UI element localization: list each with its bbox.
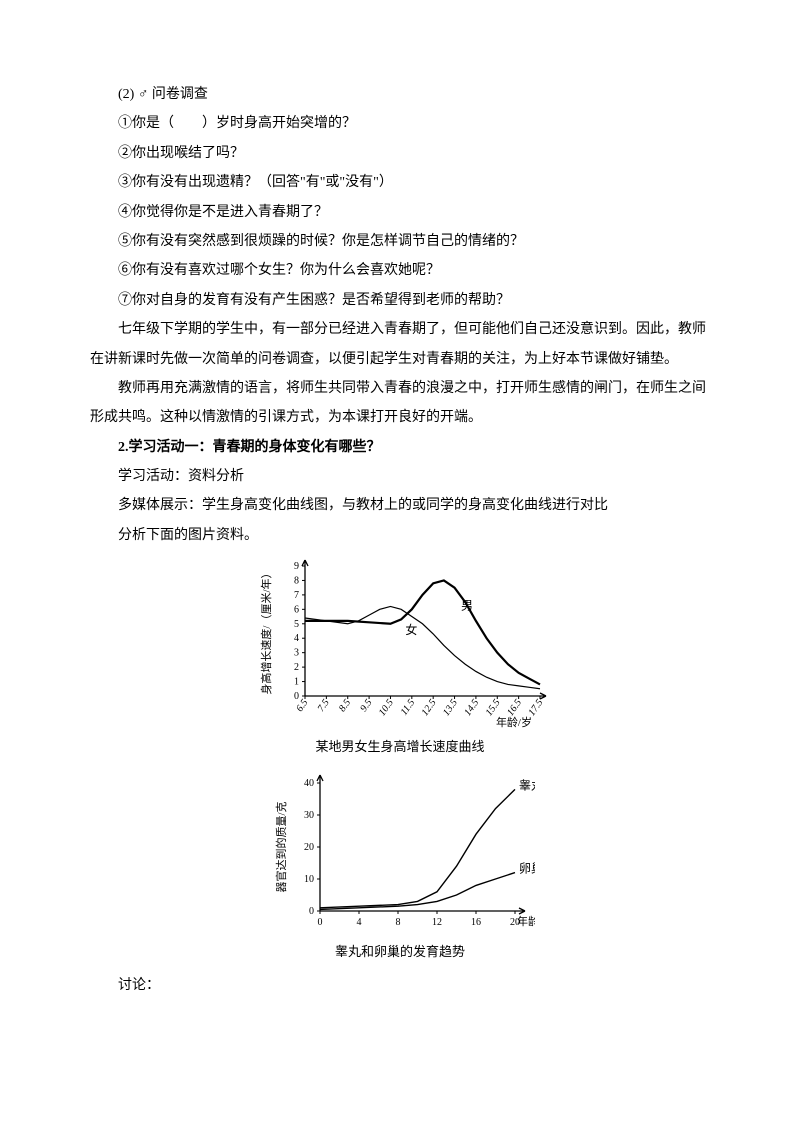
svg-text:器官达到的质量/克: 器官达到的质量/克	[274, 801, 288, 892]
body-p3: 学习活动：资料分析	[90, 462, 710, 491]
svg-text:12.5: 12.5	[420, 698, 439, 719]
svg-text:9.5: 9.5	[358, 698, 374, 715]
svg-text:11.5: 11.5	[399, 698, 418, 718]
svg-text:16.5: 16.5	[505, 698, 524, 719]
figures-container: 01234567896.57.58.59.510.511.512.513.514…	[90, 556, 710, 965]
body-p1: 七年级下学期的学生中，有一部分已经进入青春期了，但可能他们自己还没意识到。因此，…	[90, 315, 710, 374]
q7: ⑦你对自身的发育有没有产生困惑？是否希望得到老师的帮助？	[90, 286, 710, 315]
svg-text:14.5: 14.5	[462, 698, 481, 719]
svg-text:6: 6	[294, 605, 299, 616]
svg-text:3: 3	[294, 648, 299, 659]
svg-text:13.5: 13.5	[441, 698, 460, 719]
activity-heading: 2.学习活动一：青春期的身体变化有哪些？	[90, 433, 710, 462]
chart2-caption: 睾丸和卵巢的发育趋势	[265, 938, 535, 965]
svg-text:7.5: 7.5	[316, 698, 332, 715]
svg-text:女: 女	[405, 622, 417, 637]
svg-text:8.5: 8.5	[337, 698, 353, 715]
svg-text:17.5: 17.5	[526, 698, 545, 719]
svg-text:身高增长速度/（厘米/年）: 身高增长速度/（厘米/年）	[259, 568, 273, 695]
svg-text:0: 0	[309, 906, 314, 917]
q3: ③你有没有出现遗精？（回答"有"或"没有"）	[90, 168, 710, 197]
svg-text:5: 5	[294, 619, 299, 630]
chart-height-growth: 01234567896.57.58.59.510.511.512.513.514…	[250, 556, 550, 760]
svg-text:15.5: 15.5	[484, 698, 503, 719]
svg-text:16: 16	[471, 917, 481, 928]
svg-text:30: 30	[304, 810, 314, 821]
q2: ②你出现喉结了吗？	[90, 139, 710, 168]
chart1-caption: 某地男女生身高增长速度曲线	[250, 733, 550, 760]
body-p4: 多媒体展示：学生身高变化曲线图，与教材上的或同学的身高变化曲线进行对比	[90, 491, 710, 520]
svg-text:10.5: 10.5	[377, 698, 396, 719]
q4: ④你觉得你是不是进入青春期了？	[90, 198, 710, 227]
body-p2: 教师再用充满激情的语言，将师生共同带入青春的浪漫之中，打开师生感情的闸门，在师生…	[90, 374, 710, 433]
svg-text:0: 0	[318, 917, 323, 928]
svg-text:8: 8	[396, 917, 401, 928]
svg-text:睾丸: 睾丸	[519, 777, 535, 792]
svg-text:10: 10	[304, 874, 314, 885]
survey-header: (2) ♂ 问卷调查	[90, 80, 710, 109]
chart2-svg: 010203040048121620器官达到的质量/克年龄/岁睾丸卵巢	[265, 771, 535, 936]
q6: ⑥你有没有喜欢过哪个女生？你为什么会喜欢她呢？	[90, 256, 710, 285]
svg-text:20: 20	[304, 842, 314, 853]
svg-text:2: 2	[294, 662, 299, 673]
body-p5: 分析下面的图片资料。	[90, 521, 710, 550]
svg-text:12: 12	[432, 917, 442, 928]
svg-text:8: 8	[294, 576, 299, 587]
chart-organ-mass: 010203040048121620器官达到的质量/克年龄/岁睾丸卵巢 睾丸和卵…	[265, 771, 535, 965]
svg-text:4: 4	[357, 917, 362, 928]
svg-text:9: 9	[294, 561, 299, 572]
svg-text:4: 4	[294, 633, 299, 644]
svg-text:男: 男	[461, 599, 473, 613]
chart1-svg: 01234567896.57.58.59.510.511.512.513.514…	[250, 556, 550, 731]
svg-text:7: 7	[294, 590, 299, 601]
svg-text:年龄/岁: 年龄/岁	[517, 914, 535, 928]
svg-text:40: 40	[304, 778, 314, 789]
svg-text:卵巢: 卵巢	[519, 861, 535, 875]
svg-text:年龄/岁: 年龄/岁	[496, 715, 532, 729]
q1: ①你是（ ）岁时身高开始突增的？	[90, 109, 710, 138]
discussion-label: 讨论：	[90, 971, 710, 1000]
svg-text:1: 1	[294, 677, 299, 688]
q5: ⑤你有没有突然感到很烦躁的时候？你是怎样调节自己的情绪的？	[90, 227, 710, 256]
